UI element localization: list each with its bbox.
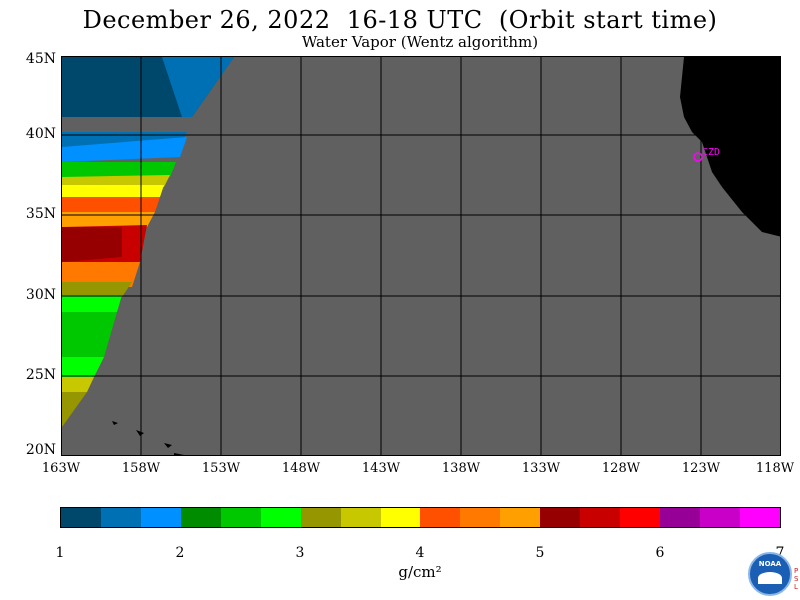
- colorbar-swatch-12: [500, 508, 541, 527]
- colorbar-swatch-7: [300, 508, 341, 527]
- lat-label-45n: 45N: [25, 51, 56, 67]
- lon-label-133w: 133W: [521, 461, 561, 476]
- swath-band-28: [62, 392, 87, 427]
- lon-label-123w: 123W: [681, 461, 721, 476]
- swath-band-40: [62, 175, 170, 187]
- land-hawaii-3: [164, 443, 172, 448]
- colorbar-swatch-3: [140, 508, 181, 527]
- station-marker-icon: [693, 152, 703, 162]
- colorbar-swatch-17: [700, 508, 740, 527]
- swath-band-32: [62, 295, 122, 312]
- land-hawaii-1: [112, 421, 118, 425]
- logo-text: NOAA: [758, 560, 782, 568]
- psl-label: PSL: [794, 567, 799, 591]
- grid-lines: [62, 57, 780, 455]
- colorbar-swatch-4: [180, 508, 221, 527]
- swath-band-29: [62, 377, 94, 392]
- colorbar-tick-5: 5: [535, 545, 545, 561]
- colorbar-swatch-16: [660, 508, 700, 527]
- lon-label-138w: 138W: [441, 461, 481, 476]
- lat-label-25n: 25N: [25, 367, 56, 383]
- swath-band-37: [62, 212, 155, 227]
- lon-label-118w: 118W: [755, 461, 795, 476]
- swath-band-41: [62, 162, 176, 177]
- colorbar-swatch-2: [100, 508, 141, 527]
- lat-label-40n: 40N: [25, 126, 56, 142]
- colorbar-swatch-1: [61, 508, 101, 527]
- colorbar-tick-1: 1: [55, 545, 65, 561]
- colorbar-tick-4: 4: [415, 545, 425, 561]
- colorbar-swatch-15: [620, 508, 661, 527]
- swath-band-39: [62, 185, 164, 197]
- swath-band-44: [162, 57, 234, 117]
- swath-band-38: [62, 197, 160, 212]
- colorbar-swatch-11: [460, 508, 501, 527]
- colorbar-swatch-5: [220, 508, 261, 527]
- lon-label-153w: 153W: [201, 461, 241, 476]
- colorbar-tick-2: 2: [175, 545, 185, 561]
- land-hawaii-2: [136, 430, 144, 436]
- map-canvas: CZD: [62, 57, 780, 455]
- swath-band-35: [62, 227, 122, 262]
- logo-bird-icon: [758, 572, 782, 584]
- colorbar-tick-7: 7: [775, 545, 785, 561]
- colorbar-tick-6: 6: [655, 545, 665, 561]
- lat-label-30n: 30N: [25, 287, 56, 303]
- page-title: December 26, 2022 16-18 UTC (Orbit start…: [82, 6, 718, 34]
- colorbar-swatch-6: [260, 508, 301, 527]
- colorbar-swatch-13: [540, 508, 581, 527]
- lon-label-128w: 128W: [601, 461, 641, 476]
- colorbar: [60, 507, 781, 528]
- lon-label-143w: 143W: [361, 461, 401, 476]
- page-subtitle: Water Vapor (Wentz algorithm): [301, 33, 539, 51]
- colorbar-swatch-9: [380, 508, 421, 527]
- lon-label-158w: 158W: [121, 461, 161, 476]
- colorbar-unit: g/cm²: [398, 563, 442, 581]
- land-hawaii-4: [174, 453, 184, 455]
- swath-band-42: [62, 137, 187, 162]
- colorbar-swatch-8: [340, 508, 381, 527]
- swath-band-31: [62, 312, 117, 357]
- swath-band-34: [62, 262, 140, 287]
- lon-label-148w: 148W: [281, 461, 321, 476]
- lat-label-35n: 35N: [25, 206, 56, 222]
- swath-band-33: [62, 282, 132, 297]
- colorbar-tick-3: 3: [295, 545, 305, 561]
- land-california: [680, 57, 780, 237]
- station-label: CZD: [702, 147, 720, 158]
- colorbar-swatch-10: [420, 508, 461, 527]
- colorbar-swatch-18: [739, 508, 780, 527]
- colorbar-swatch-14: [580, 508, 621, 527]
- swath-band-30: [62, 357, 104, 377]
- noaa-logo-icon: NOAA: [748, 552, 792, 596]
- lat-label-20n: 20N: [25, 442, 56, 458]
- lon-label-163w: 163W: [41, 461, 81, 476]
- water-vapor-map: CZD: [61, 56, 781, 456]
